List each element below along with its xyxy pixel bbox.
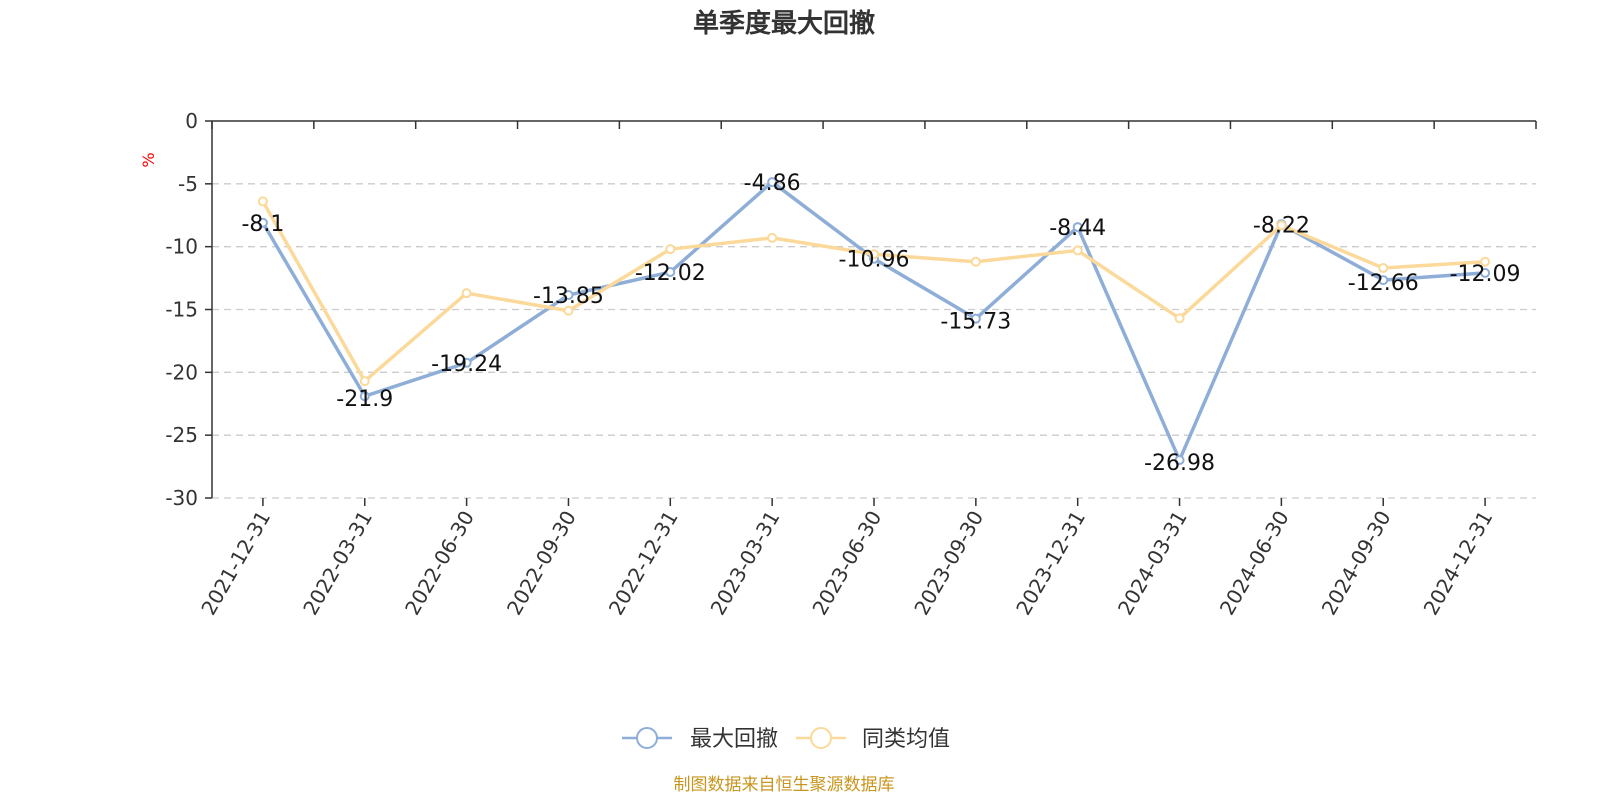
data-point [869,249,879,260]
series-group [257,177,1491,466]
data-point [767,177,778,188]
data-point [1480,267,1491,278]
y-tick-label: -25 [165,423,198,447]
data-label: -4.86 [744,171,801,196]
data-label: -12.02 [635,261,706,286]
y-tick-label: -5 [178,172,198,196]
data-point [970,313,981,324]
y-tick-label: -10 [165,235,198,259]
x-tick-label: 2022-06-30 [400,507,479,620]
x-tick-label: 2023-12-31 [1011,507,1090,620]
legend-marker [810,727,832,749]
legend-item-0[interactable]: 最大回撤 [622,727,778,752]
data-point [665,244,676,255]
legend-item-1[interactable]: 同类均值 [796,727,950,752]
data-label: -26.98 [1144,451,1215,476]
data-point [665,267,676,278]
data-point [1072,222,1083,233]
data-label: -10.96 [839,248,910,273]
data-point [461,357,472,368]
data-point [359,391,370,402]
data-label: -8.22 [1253,213,1310,238]
data-point [359,376,370,387]
data-label: -8.44 [1049,216,1106,241]
source-note: 制图数据来自恒生聚源数据库 [674,775,895,795]
data-point [1378,263,1389,274]
legend-marker [636,727,658,749]
data-point [1276,220,1287,231]
data-point [1174,455,1185,466]
data-point [1378,275,1389,286]
data-point [1480,256,1491,267]
data-label: -8.1 [241,212,284,237]
x-tick-label: 2024-09-30 [1317,507,1396,620]
y-tick-label: -20 [165,360,198,384]
x-tick-label: 2021-12-31 [196,507,275,620]
x-tick-label: 2023-03-31 [706,507,785,620]
x-tick-label: 2022-03-31 [298,507,377,620]
x-tick-label: 2024-03-31 [1113,507,1192,620]
x-tick-label: 2023-09-30 [909,507,988,620]
data-point [257,196,268,207]
data-label: -21.9 [336,387,393,412]
y-tick-label: 0 [185,109,198,133]
y-tick-label: -30 [165,486,198,510]
data-point [767,232,778,243]
data-point [970,256,981,267]
x-tick-label: 2022-09-30 [502,507,581,620]
data-point [563,305,574,316]
legend-label: 同类均值 [862,727,950,752]
y-tick-label: -15 [165,298,198,322]
x-tick-label: 2024-06-30 [1215,507,1294,620]
data-label: -12.09 [1450,262,1521,287]
data-point [563,290,574,301]
data-point [461,288,472,299]
data-point [257,217,268,228]
y-axis-unit: % [139,152,158,167]
data-labels: -8.1 -21.9 -19.24 -13.85 -12.02 -4.86 -10.96 -1… [241,171,1520,476]
x-tick-label: 2023-06-30 [807,507,886,620]
data-point [1072,245,1083,256]
legend[interactable]: 最大回撤 同类均值 [622,727,950,752]
data-label: -15.73 [940,310,1011,335]
data-point [1174,313,1185,324]
chart-title: 单季度最大回撤 [693,8,875,39]
x-tick-label: 2022-12-31 [604,507,683,620]
legend-label: 最大回撤 [690,727,778,752]
data-label: -19.24 [431,352,502,377]
x-tick-label: 2024-12-31 [1419,507,1498,620]
data-label: -12.66 [1348,271,1419,296]
data-label: -13.85 [533,284,604,309]
